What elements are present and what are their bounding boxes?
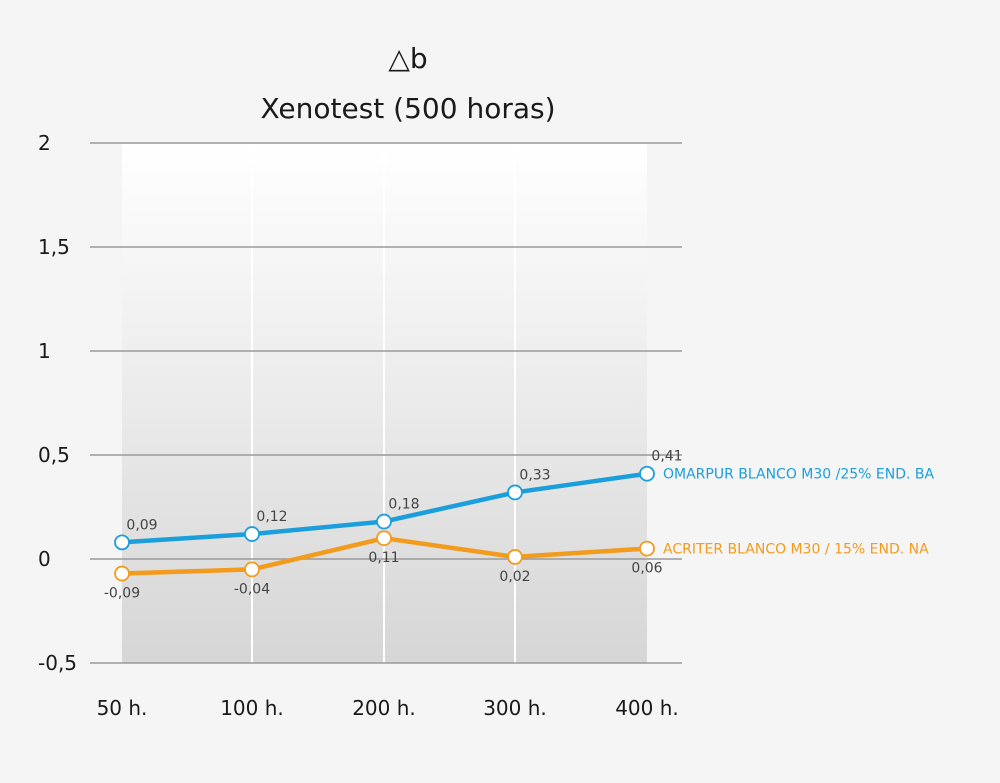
y-tick-label: 2 — [38, 131, 51, 155]
y-axis-tick-labels: 2 1,5 1 0,5 0 -0,5 — [38, 131, 77, 675]
data-point — [376, 513, 392, 530]
data-point — [507, 484, 523, 501]
data-point — [114, 565, 130, 582]
legend-entry: ACRITER BLANCO M30 / 15% END. NA — [663, 542, 929, 558]
data-label: 0,06 — [631, 561, 662, 577]
data-point — [507, 549, 523, 565]
legend: OMARPUR BLANCO M30 /25% END. BA ACRITER B… — [663, 467, 935, 558]
data-point — [639, 540, 655, 557]
data-point — [114, 534, 130, 551]
series-layer: 0,09 0,12 0,18 0,33 0,41 -0,09 -0,04 0,11 0,02 0,… — [104, 449, 683, 602]
x-tick-label: 50 h. — [97, 696, 148, 720]
data-point — [244, 561, 260, 578]
y-tick-label: 0 — [38, 547, 51, 571]
data-label: 0,18 — [388, 497, 419, 513]
data-label: -0,04 — [234, 581, 270, 597]
data-label: 0,09 — [126, 517, 157, 533]
data-point — [639, 465, 655, 482]
data-point — [376, 530, 392, 547]
data-label: 0,12 — [256, 509, 287, 525]
x-tick-label: 100 h. — [220, 696, 284, 720]
horizontal-gridlines — [90, 142, 682, 664]
data-label: 0,11 — [368, 550, 399, 566]
data-label: 0,33 — [519, 467, 550, 483]
data-label: 0,41 — [651, 449, 682, 465]
data-label: -0,09 — [104, 586, 140, 602]
x-tick-label: 400 h. — [615, 696, 679, 720]
data-point — [244, 526, 260, 542]
y-tick-label: 1,5 — [38, 235, 70, 259]
data-label: 0,02 — [499, 569, 530, 585]
x-axis-tick-labels: 50 h. 100 h. 200 h. 300 h. 400 h. — [97, 696, 679, 720]
x-tick-label: 200 h. — [352, 696, 416, 720]
y-tick-label: 0,5 — [38, 443, 70, 467]
chart-subtitle: Xenotest (500 horas) — [260, 92, 555, 125]
legend-entry: OMARPUR BLANCO M30 /25% END. BA — [663, 467, 935, 483]
x-tick-label: 300 h. — [483, 696, 547, 720]
chart-title: △b — [388, 42, 427, 75]
y-tick-label: 1 — [38, 339, 51, 363]
y-tick-label: -0,5 — [38, 651, 77, 675]
